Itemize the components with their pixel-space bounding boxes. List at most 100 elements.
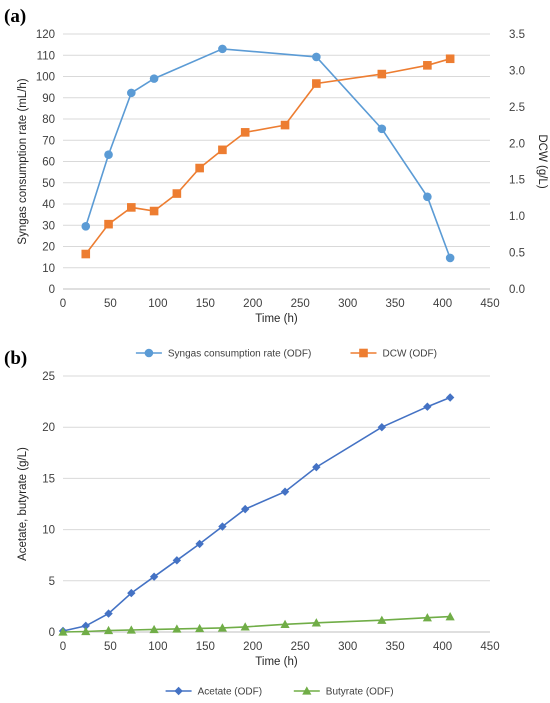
- y-tick-label: 30: [42, 220, 55, 232]
- data-point: [127, 588, 136, 598]
- x-tick-label: 400: [433, 641, 452, 653]
- data-point: [240, 622, 250, 631]
- y-tick-label: 0: [49, 284, 55, 296]
- y2-axis-title: DCW (g/L): [536, 134, 548, 188]
- x-tick-label: 250: [291, 641, 310, 653]
- legend-item: Syngas consumption rate (ODF): [135, 349, 311, 360]
- y-tick-label: 60: [42, 157, 55, 169]
- data-point: [377, 124, 387, 134]
- x-tick-label: 0: [60, 298, 66, 310]
- legend-marker: [359, 348, 368, 358]
- legend-item: DCW (ODF): [350, 348, 437, 360]
- y2-tick-label: 1.0: [509, 211, 525, 223]
- legend-marker: [174, 686, 183, 696]
- x-tick-label: 100: [148, 298, 167, 310]
- data-point: [422, 613, 432, 622]
- y2-tick-label: 0.5: [509, 248, 525, 260]
- data-point: [127, 88, 136, 98]
- y2-tick-label: 0.0: [509, 284, 525, 296]
- y-tick-label: 10: [42, 525, 55, 537]
- data-point: [445, 253, 455, 263]
- legend-item: Acetate (ODF): [165, 686, 262, 698]
- data-point: [377, 423, 387, 432]
- x-tick-label: 150: [196, 641, 215, 653]
- data-point: [423, 402, 432, 411]
- data-point: [217, 623, 228, 632]
- x-tick-label: 250: [291, 298, 310, 310]
- x-tick-label: 150: [196, 298, 215, 310]
- data-point: [218, 522, 227, 531]
- y-axis-title: Acetate, butyrate (g/L): [17, 447, 29, 561]
- legend-label: Butyrate (ODF): [326, 687, 394, 698]
- data-point: [280, 487, 290, 496]
- data-point: [280, 619, 290, 628]
- panel-a-syngas-dcw-chart: (a) 0 10 20 30 40 50 60 70 80 90 100 110 120 0.0 0.5 1.0…: [4, 6, 548, 360]
- y2-tick-label: 1.5: [509, 175, 525, 187]
- y2-tick-label: 2.0: [509, 138, 525, 150]
- x-tick-label: 350: [386, 298, 405, 310]
- y-tick-label: 25: [42, 371, 55, 383]
- x-axis-title: Time (h): [255, 313, 298, 325]
- data-point: [312, 462, 321, 472]
- x-tick-label: 450: [480, 298, 499, 310]
- legend-label: DCW (ODF): [383, 349, 437, 360]
- x-tick-label: 200: [243, 641, 262, 653]
- y-tick-label: 70: [42, 135, 55, 147]
- x-tick-label: 300: [338, 641, 357, 653]
- data-point: [312, 52, 321, 62]
- y-tick-label: 5: [49, 576, 55, 588]
- data-point: [103, 625, 114, 635]
- y-tick-label: 40: [42, 199, 55, 211]
- x-tick-label: 400: [433, 298, 452, 310]
- data-point: [127, 203, 136, 212]
- data-point: [126, 625, 136, 634]
- data-point: [195, 539, 204, 549]
- data-point: [149, 624, 159, 634]
- data-point: [423, 61, 432, 70]
- x-tick-label: 350: [386, 641, 405, 653]
- legend: Syngas consumption rate (ODF) DCW (ODF): [135, 348, 437, 360]
- x-tick-label: 300: [338, 298, 357, 310]
- legend-marker: [302, 686, 312, 695]
- y-tick-label: 90: [42, 93, 55, 105]
- data-point: [149, 74, 159, 83]
- y-axis-title: Syngas consumption rate (mL/h): [17, 78, 29, 244]
- data-point: [172, 189, 182, 198]
- y-tick-label: 50: [42, 178, 55, 190]
- y-tick-label: 0: [49, 627, 55, 639]
- y-tick-label: 80: [42, 114, 55, 126]
- data-point: [195, 623, 205, 633]
- x-tick-label: 450: [480, 641, 499, 653]
- data-point: [240, 504, 250, 514]
- x-tick-label: 50: [104, 298, 117, 310]
- series-line: [62, 396, 451, 632]
- data-point: [218, 145, 227, 155]
- data-point: [81, 621, 90, 631]
- y-tick-label: 20: [42, 422, 55, 434]
- data-point: [377, 69, 387, 79]
- data-point: [172, 556, 182, 565]
- x-tick-label: 50: [104, 641, 117, 653]
- legend-item: Butyrate (ODF): [293, 686, 394, 698]
- data-point: [81, 222, 91, 231]
- data-point: [280, 120, 290, 130]
- data-point: [81, 626, 91, 636]
- x-tick-label: 0: [60, 641, 66, 653]
- series-line: [62, 615, 451, 633]
- data-point: [172, 624, 182, 633]
- data-point: [81, 249, 91, 259]
- legend-label: Acetate (ODF): [198, 687, 262, 698]
- data-point: [423, 192, 432, 202]
- data-point: [218, 44, 227, 54]
- data-point: [149, 206, 159, 216]
- data-point: [149, 572, 159, 581]
- data-point: [445, 54, 455, 64]
- data-point: [104, 150, 113, 159]
- y-tick-label: 100: [36, 72, 55, 84]
- y2-tick-label: 3.5: [509, 29, 525, 41]
- data-point: [104, 609, 113, 618]
- data-point: [445, 612, 455, 621]
- y-tick-label: 10: [42, 263, 55, 275]
- data-point: [311, 618, 321, 627]
